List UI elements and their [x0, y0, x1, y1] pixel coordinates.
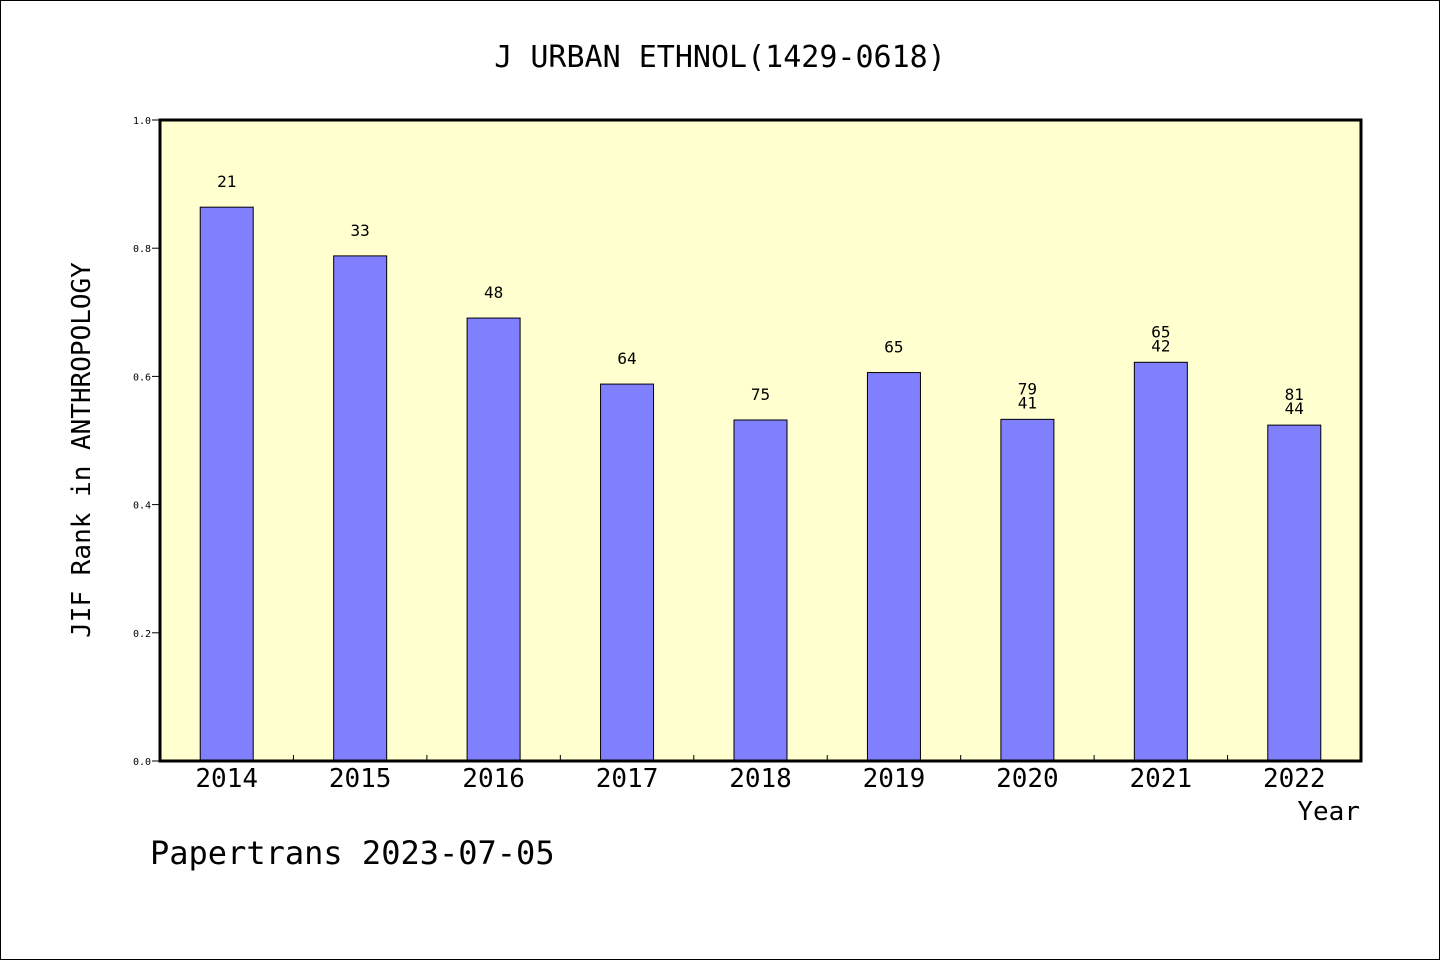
x-tick-label: 2016: [462, 764, 525, 794]
y-tick-label: 0.0: [133, 757, 151, 768]
chart-title: J URBAN ETHNOL(1429-0618): [494, 40, 946, 75]
data-label-lower: 44: [1285, 399, 1304, 418]
data-label-lower: 41: [1018, 393, 1037, 412]
x-tick-label: 2017: [596, 764, 659, 794]
bar-2016: [466, 317, 521, 762]
x-tick-label: 2018: [729, 764, 792, 794]
bar-2022: [1267, 424, 1322, 762]
data-label-upper: 81: [1285, 385, 1304, 404]
data-label: 33: [351, 221, 370, 240]
data-label: 75: [751, 385, 770, 404]
x-tick-label: 2021: [1130, 764, 1193, 794]
y-tick-label: 0.6: [133, 372, 151, 383]
bar-2021: [1133, 361, 1188, 762]
footer-credit: Papertrans 2023-07-05: [150, 834, 555, 872]
x-axis: 2014 2015 2016 2017 2018 2019 2020 2021 2022: [195, 755, 1326, 794]
data-label: 65: [884, 338, 903, 357]
x-tick-label: 2014: [195, 764, 258, 794]
y-axis-label: JIF Rank in ANTHROPOLOGY: [67, 262, 97, 638]
x-tick-label: 2019: [863, 764, 926, 794]
data-label-upper: 79: [1018, 379, 1037, 398]
bar-2014: [199, 206, 254, 762]
x-tick-label: 2020: [996, 764, 1059, 794]
x-axis-label: Year: [1297, 797, 1360, 827]
bar-2018: [733, 419, 788, 762]
y-tick-label: 0.8: [133, 244, 151, 255]
y-axis: 0.0 0.2 0.4 0.6 0.8 1.0: [133, 116, 160, 768]
data-label: 21: [217, 172, 236, 191]
data-label: 48: [484, 283, 503, 302]
bar-2019: [866, 372, 921, 762]
y-tick-label: 0.2: [133, 629, 151, 640]
y-tick-label: 0.4: [133, 501, 151, 512]
data-label-upper: 65: [1151, 322, 1170, 341]
x-tick-label: 2022: [1263, 764, 1326, 794]
bar-2017: [600, 383, 655, 762]
bar-2020: [1000, 418, 1055, 762]
bar-2015: [333, 255, 388, 762]
y-tick-label: 1.0: [133, 116, 151, 127]
plot-border: [158, 118, 1363, 763]
x-tick-label: 2015: [329, 764, 392, 794]
data-label: 64: [617, 349, 636, 368]
bars: [199, 206, 1322, 762]
data-label-lower: 42: [1151, 336, 1170, 355]
